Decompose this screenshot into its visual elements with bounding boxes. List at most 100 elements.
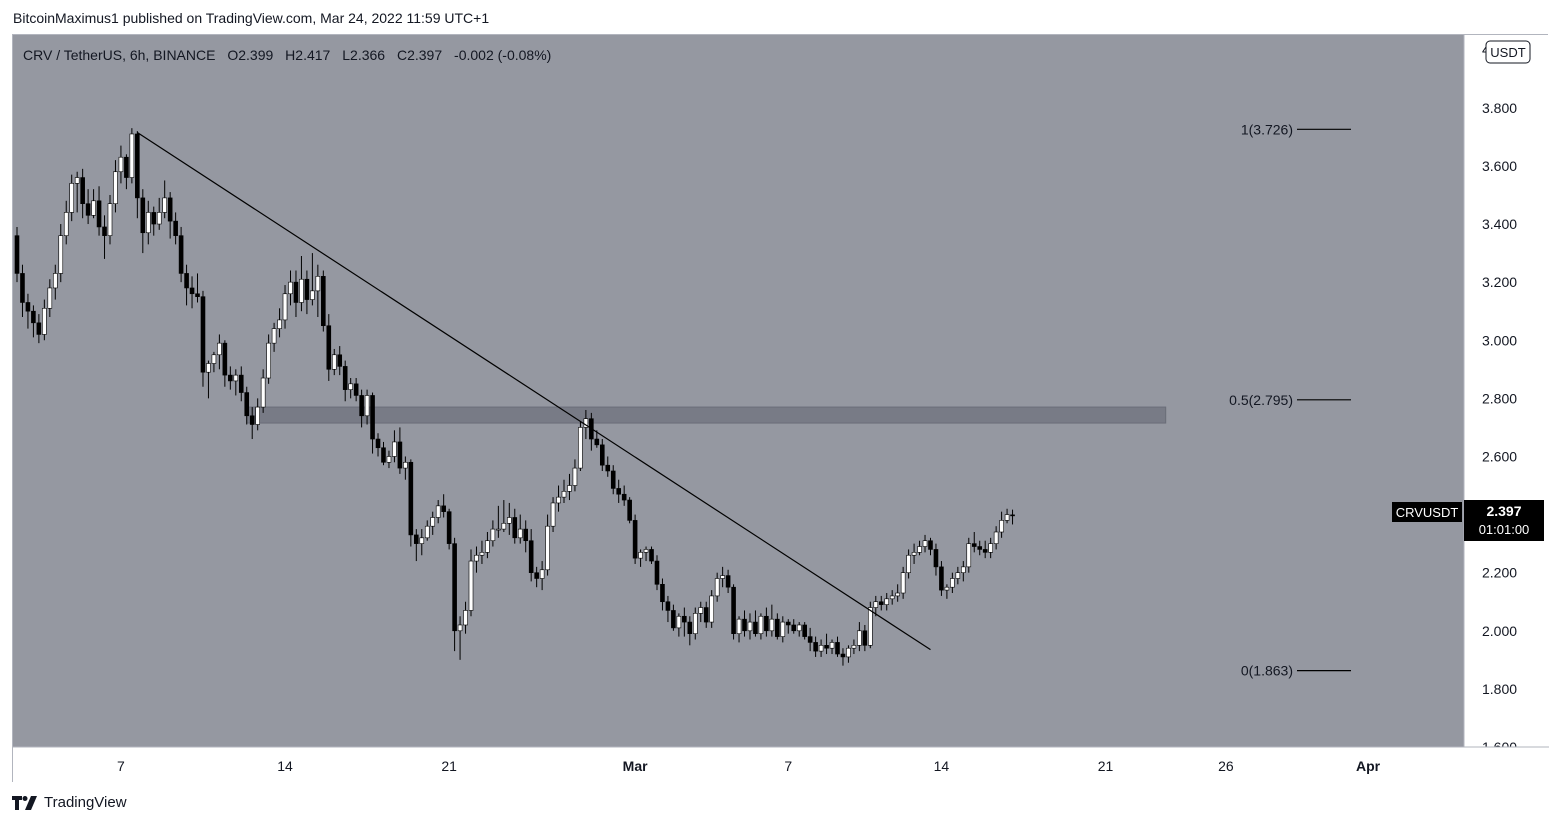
candle-body bbox=[359, 395, 364, 417]
candle bbox=[665, 595, 671, 623]
candle bbox=[578, 421, 583, 471]
fib-levels-layer[interactable]: 1(3.726) 0.5(2.795) 0(1.863) bbox=[1229, 121, 1351, 679]
candle bbox=[911, 543, 917, 564]
candle bbox=[58, 224, 64, 283]
candle bbox=[682, 607, 687, 637]
candlestick-chart[interactable]: 1(3.726) 0.5(2.795) 0(1.863) CRV / TetherU… bbox=[13, 35, 1549, 783]
candle bbox=[835, 636, 840, 657]
candle bbox=[993, 526, 999, 550]
candle bbox=[791, 619, 797, 634]
candle-body bbox=[63, 212, 69, 236]
candle-body bbox=[873, 601, 879, 608]
time-axis[interactable]: 7 14 21 Mar 7 14 21 26 Apr bbox=[13, 746, 1549, 783]
candle bbox=[233, 369, 239, 396]
price-tag-countdown: 01:01:00 bbox=[1479, 522, 1530, 537]
candle bbox=[42, 299, 47, 341]
candle-body bbox=[720, 575, 725, 579]
candle bbox=[654, 555, 660, 591]
candle-body bbox=[430, 517, 436, 527]
currency-badge[interactable]: USDT bbox=[1485, 40, 1531, 64]
candle-body bbox=[884, 598, 890, 605]
candle bbox=[124, 154, 129, 190]
candle-body bbox=[392, 441, 397, 457]
candle-body bbox=[364, 395, 370, 417]
candle bbox=[162, 180, 167, 219]
candle bbox=[414, 529, 419, 562]
candle bbox=[906, 549, 911, 579]
candle-body bbox=[386, 456, 392, 463]
candle bbox=[517, 514, 523, 544]
candle bbox=[720, 566, 725, 588]
candle bbox=[496, 505, 501, 538]
candle-body bbox=[928, 540, 933, 550]
candle bbox=[315, 264, 321, 318]
candle-body bbox=[758, 615, 764, 634]
price-tick-label: 3.200 bbox=[1482, 274, 1517, 290]
candle bbox=[397, 427, 403, 474]
candle-body bbox=[900, 572, 906, 594]
candle-body bbox=[260, 377, 266, 408]
candle bbox=[96, 186, 102, 236]
candle bbox=[211, 351, 217, 373]
candle-body bbox=[151, 212, 157, 225]
footer-brand[interactable]: TradingView bbox=[12, 794, 127, 811]
candle bbox=[982, 540, 988, 559]
candle-body bbox=[682, 615, 687, 623]
candle bbox=[922, 534, 928, 553]
candle-body bbox=[85, 203, 91, 216]
candle-body bbox=[217, 342, 222, 356]
candle bbox=[310, 253, 315, 306]
candle bbox=[479, 540, 485, 564]
candle bbox=[643, 546, 649, 562]
candle-body bbox=[282, 293, 288, 321]
candle bbox=[102, 215, 107, 259]
candle-body bbox=[162, 197, 167, 213]
candle-body bbox=[435, 505, 441, 518]
candle bbox=[796, 622, 802, 637]
legend-low-value: 2.366 bbox=[350, 47, 385, 63]
candle bbox=[966, 537, 972, 573]
descending-trendline[interactable] bbox=[137, 132, 931, 651]
candle bbox=[917, 540, 922, 556]
candle bbox=[277, 308, 282, 338]
candle bbox=[1004, 508, 1010, 524]
candle-body bbox=[818, 645, 824, 652]
date-tick-label: 21 bbox=[441, 758, 457, 774]
candle-body bbox=[69, 183, 75, 213]
candle-body bbox=[1010, 514, 1015, 517]
candle bbox=[140, 189, 146, 254]
fib-level[interactable]: 0.5(2.795) bbox=[1229, 392, 1351, 408]
candle-body bbox=[769, 618, 775, 632]
candle bbox=[113, 160, 118, 213]
candle-body bbox=[835, 642, 840, 655]
candle bbox=[769, 604, 775, 637]
candle bbox=[20, 264, 25, 318]
candle bbox=[824, 633, 829, 655]
candle-body bbox=[671, 610, 676, 629]
fib-level-label: 0.5(2.795) bbox=[1229, 392, 1293, 408]
candle bbox=[649, 546, 654, 564]
price-axis[interactable]: 4.0003.8003.6003.4003.2003.0002.8002.600… bbox=[1463, 35, 1549, 783]
candle bbox=[403, 456, 408, 480]
fib-level[interactable]: 0(1.863) bbox=[1241, 663, 1351, 679]
trendline-layer[interactable] bbox=[137, 132, 931, 651]
candle bbox=[342, 360, 348, 402]
candle bbox=[348, 378, 353, 399]
candle bbox=[698, 601, 704, 623]
candle bbox=[780, 616, 786, 643]
candle-body bbox=[490, 528, 496, 542]
candle-body bbox=[714, 578, 720, 597]
fib-level[interactable]: 1(3.726) bbox=[1241, 121, 1351, 137]
date-tick-label: 26 bbox=[1218, 758, 1234, 774]
legend-high-value: 2.417 bbox=[295, 47, 330, 63]
candle-body bbox=[167, 197, 173, 222]
candle-body bbox=[813, 642, 818, 652]
candle bbox=[293, 270, 299, 318]
candle-body bbox=[534, 572, 539, 579]
candle-body bbox=[299, 278, 304, 303]
ohlc-legend: CRV / TetherUS, 6h, BINANCE O2.399 H2.41… bbox=[23, 47, 551, 63]
candle bbox=[660, 578, 665, 611]
candle-body bbox=[20, 273, 25, 303]
candle bbox=[392, 430, 397, 463]
candle-body bbox=[944, 586, 950, 591]
